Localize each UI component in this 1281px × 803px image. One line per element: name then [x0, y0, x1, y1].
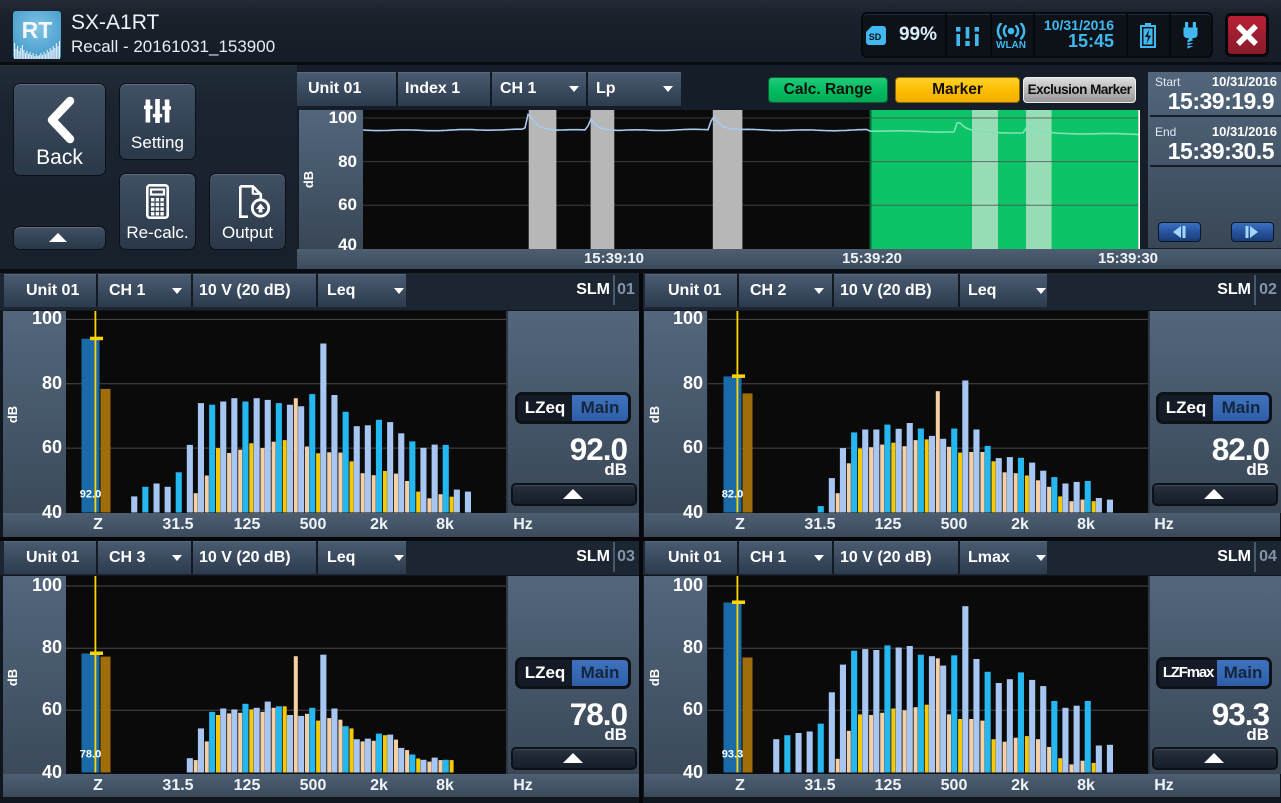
svg-text:WLAN: WLAN: [996, 40, 1026, 49]
svg-text:92.0: 92.0: [80, 489, 101, 501]
svg-text:93.3: 93.3: [722, 749, 743, 761]
svg-text:82.0: 82.0: [722, 489, 743, 501]
svg-text:78.0: 78.0: [80, 749, 101, 761]
svg-text:RT: RT: [22, 17, 53, 43]
svg-text:SD: SD: [869, 32, 882, 42]
